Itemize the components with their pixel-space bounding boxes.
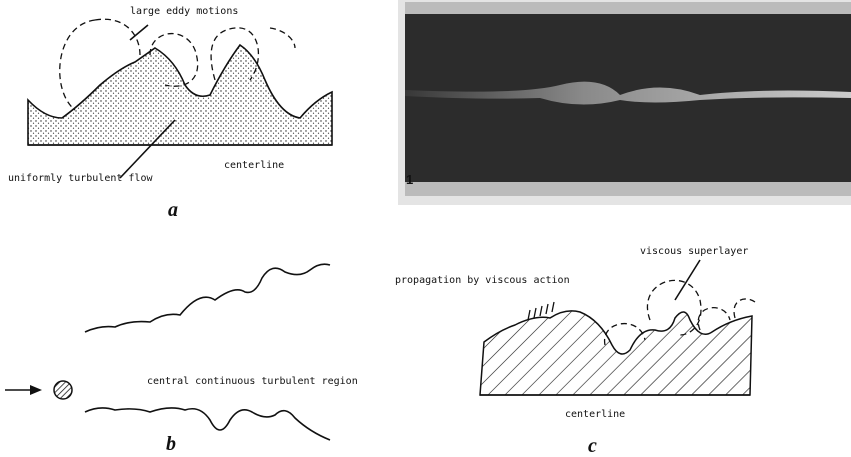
- cylinder: [54, 381, 72, 399]
- annotation: centerline: [565, 409, 625, 420]
- panel-b: central continuous turbulent region b: [5, 264, 358, 455]
- panel-c: propagation by viscous action viscous su…: [395, 246, 755, 457]
- annotation: viscous superlayer: [640, 246, 748, 257]
- turbulent-region: [480, 311, 752, 395]
- photo-strip: [405, 182, 851, 196]
- annotation: large eddy motions: [130, 6, 238, 17]
- annotation: uniformly turbulent flow: [8, 173, 153, 184]
- panel-label: a: [168, 199, 178, 221]
- panel-label: c: [588, 435, 597, 457]
- eddy: [270, 28, 295, 48]
- annotation: propagation by viscous action: [395, 275, 570, 286]
- eddy: [734, 299, 755, 318]
- pointer: [675, 260, 700, 300]
- boundary: [85, 408, 330, 440]
- annotation: centerline: [224, 160, 284, 171]
- annotation: central continuous turbulent region: [147, 376, 358, 387]
- figure: large eddy motions uniformly turbulent f…: [0, 0, 851, 457]
- arrow-head: [30, 385, 42, 395]
- panel-a: large eddy motions uniformly turbulent f…: [8, 6, 332, 221]
- turbulent-region: [28, 45, 332, 145]
- panel-label: b: [166, 433, 176, 455]
- photo: 1: [398, 0, 851, 205]
- photo-strip: [405, 2, 851, 14]
- photo-number: 1: [406, 172, 413, 187]
- boundary: [85, 264, 330, 332]
